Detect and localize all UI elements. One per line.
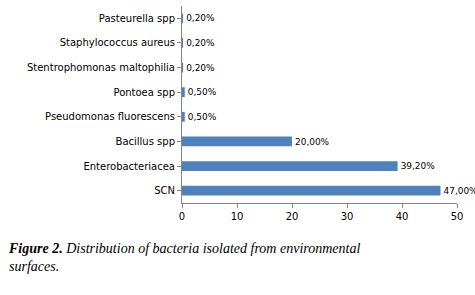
svg-text:Pseudomonas fluorescens: Pseudomonas fluorescens <box>45 111 175 122</box>
svg-text:30: 30 <box>341 211 354 222</box>
svg-text:39,20%: 39,20% <box>401 161 435 171</box>
svg-text:Pontoea spp: Pontoea spp <box>113 87 175 98</box>
svg-text:40: 40 <box>396 211 409 222</box>
svg-text:Staphylococcus aureus: Staphylococcus aureus <box>60 37 175 48</box>
svg-text:0,50%: 0,50% <box>188 87 216 97</box>
svg-text:20,00%: 20,00% <box>295 137 329 147</box>
svg-text:0,20%: 0,20% <box>186 38 214 48</box>
svg-text:10: 10 <box>231 211 244 222</box>
svg-text:Pasteurella spp: Pasteurella spp <box>99 13 175 24</box>
svg-text:Bacillus spp: Bacillus spp <box>116 136 175 147</box>
svg-text:SCN: SCN <box>154 185 175 196</box>
svg-text:Stentrophomonas maltophilia: Stentrophomonas maltophilia <box>27 62 175 73</box>
svg-text:0: 0 <box>179 211 185 222</box>
svg-text:50: 50 <box>451 211 464 222</box>
svg-text:0,50%: 0,50% <box>188 112 216 122</box>
svg-text:0,20%: 0,20% <box>186 63 214 73</box>
svg-text:20: 20 <box>286 211 299 222</box>
svg-text:Enterobacteriacea: Enterobacteriacea <box>83 161 175 172</box>
svg-text:47,00%: 47,00% <box>444 186 475 196</box>
svg-text:Figure 2. Distribution of bact: Figure 2. Distribution of bacteria isola… <box>8 241 360 274</box>
svg-text:0,20%: 0,20% <box>186 13 214 23</box>
